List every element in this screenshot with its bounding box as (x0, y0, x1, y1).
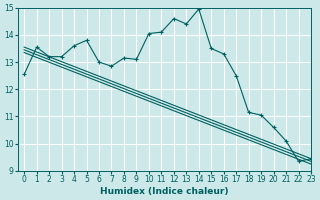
X-axis label: Humidex (Indice chaleur): Humidex (Indice chaleur) (100, 187, 229, 196)
